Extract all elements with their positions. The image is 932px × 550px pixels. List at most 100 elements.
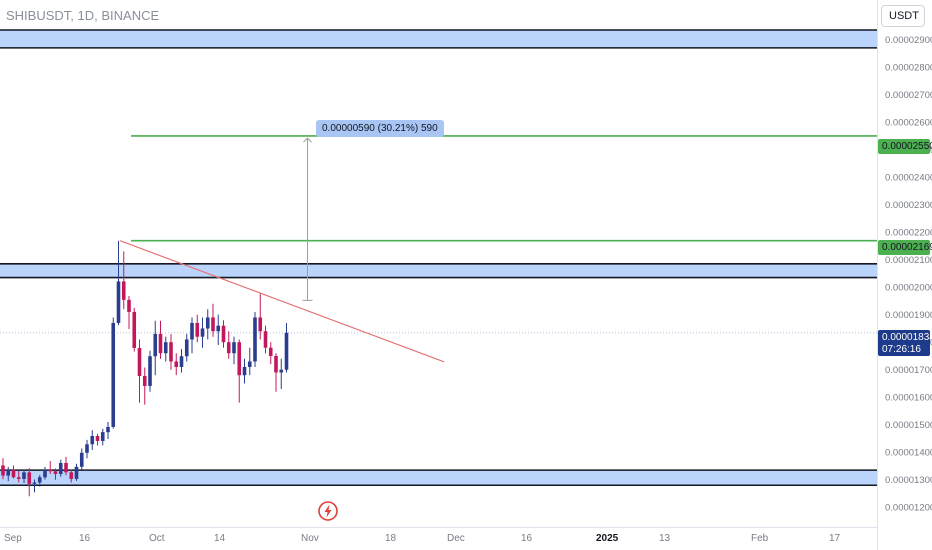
candle-body (158, 333, 163, 354)
price-tick-label: 0.00001500 (885, 420, 932, 431)
price-tick-label: 0.00001400 (885, 448, 932, 459)
time-tick-label: Dec (447, 533, 465, 544)
candle-body (226, 342, 231, 354)
time-tick-label: 17 (829, 533, 841, 544)
currency-button[interactable]: USDT (881, 5, 925, 27)
price-tick-label: 0.00002600 (885, 118, 932, 129)
candle-body (79, 452, 84, 467)
candle-body (121, 281, 126, 300)
candle-body (190, 322, 194, 340)
zone-band[interactable] (0, 470, 877, 486)
time-tick-label: Feb (751, 533, 769, 544)
price-tick-label: 0.00002700 (885, 90, 932, 101)
candle-body (116, 281, 121, 323)
candle-body (142, 376, 147, 386)
time-tick-label: 16 (79, 533, 91, 544)
time-tick-label: Nov (301, 533, 319, 544)
candle-body (237, 342, 242, 376)
time-tick-label: Sep (4, 533, 22, 544)
price-tick-label: 0.00002000 (885, 283, 932, 294)
candle-body (263, 331, 268, 348)
candle-body (37, 477, 42, 483)
symbol-title: SHIBUSDT, 1D, BINANCE (6, 8, 160, 23)
candle-body (153, 333, 158, 357)
candle-body (221, 325, 226, 343)
candle-body (268, 347, 273, 356)
zone-band[interactable] (0, 263, 877, 278)
countdown-timer: 07:26:16 (882, 344, 921, 355)
candle-body (253, 317, 257, 362)
time-tick-label: 13 (659, 533, 671, 544)
candlestick-series (1, 240, 289, 497)
candle-body (32, 482, 37, 484)
candle-body (284, 332, 289, 370)
time-tick-label: 16 (521, 533, 533, 544)
candle-body (6, 469, 11, 476)
price-tick-label: 0.00002100 (885, 255, 932, 266)
candle-body (163, 342, 168, 354)
price-tick-label: 0.00001900 (885, 310, 932, 321)
price-tick-label: 0.00002800 (885, 63, 932, 74)
breakout-price-tag: 0.00002169 (878, 240, 932, 255)
price-tick-label: 0.00002900 (885, 35, 932, 46)
candle-body (58, 462, 63, 474)
candle-body (22, 472, 26, 479)
measure-tool[interactable] (302, 137, 313, 301)
candle-body (279, 369, 284, 373)
support-resistance-zones[interactable] (0, 29, 877, 487)
candle-body (242, 366, 247, 376)
time-tick-label: Oct (149, 533, 165, 544)
candle-body (137, 347, 142, 377)
candle-body (274, 355, 278, 373)
candle-body (64, 462, 68, 473)
price-tick-label: 0.00001600 (885, 393, 932, 404)
current-price-value: 0.00001834 (882, 332, 932, 343)
candle-body (200, 328, 205, 337)
time-tick-label: 18 (385, 533, 397, 544)
candle-body (232, 342, 236, 354)
descending-trendline[interactable] (119, 240, 445, 363)
price-tick-label: 0.00001700 (885, 365, 932, 376)
candle-body (48, 469, 53, 472)
price-tick-label: 0.00002300 (885, 200, 932, 211)
candle-body (106, 426, 110, 433)
candle-body (95, 436, 100, 441)
trendline[interactable] (119, 240, 445, 363)
current-price-tag: 0.00001834 07:26:16 (878, 330, 932, 356)
candle-body (53, 471, 58, 474)
measure-arrowhead (303, 137, 312, 143)
candle-body (43, 469, 47, 478)
zone-band[interactable] (0, 30, 877, 48)
candle-body (74, 466, 79, 479)
candle-body (258, 317, 263, 332)
lightning-icon[interactable] (317, 500, 339, 522)
candle-body (90, 436, 95, 445)
candle-body (148, 356, 152, 386)
candle-body (184, 339, 189, 357)
candle-body (100, 432, 105, 441)
candle-body (111, 322, 116, 427)
candle-body (16, 477, 21, 479)
measure-label: 0.00000590 (30.21%) 590 (316, 120, 444, 137)
candle-body (174, 361, 179, 367)
candle-body (85, 444, 89, 453)
price-tick-label: 0.00002400 (885, 173, 932, 184)
candle-body (195, 322, 200, 337)
candle-body (205, 317, 210, 329)
candle-body (179, 356, 184, 367)
candle-body (216, 325, 221, 332)
candle-body (247, 361, 252, 367)
candle-body (11, 469, 16, 478)
price-tick-label: 0.00001300 (885, 475, 932, 486)
candle-body (1, 465, 5, 476)
time-tick-label: 14 (214, 533, 226, 544)
price-tick-label: 0.00002200 (885, 228, 932, 239)
candle-body (211, 317, 215, 332)
target-lines[interactable] (131, 135, 877, 242)
candle-body (132, 311, 137, 348)
time-axis[interactable]: Sep 16 Oct 14 Nov 18 Dec 16 2025 13 Feb 17 (4, 533, 841, 544)
price-axis[interactable]: 0.00002900 0.00002800 0.00002700 0.00002600… (885, 35, 932, 514)
candle-body (27, 472, 32, 484)
candle-body (169, 342, 173, 362)
